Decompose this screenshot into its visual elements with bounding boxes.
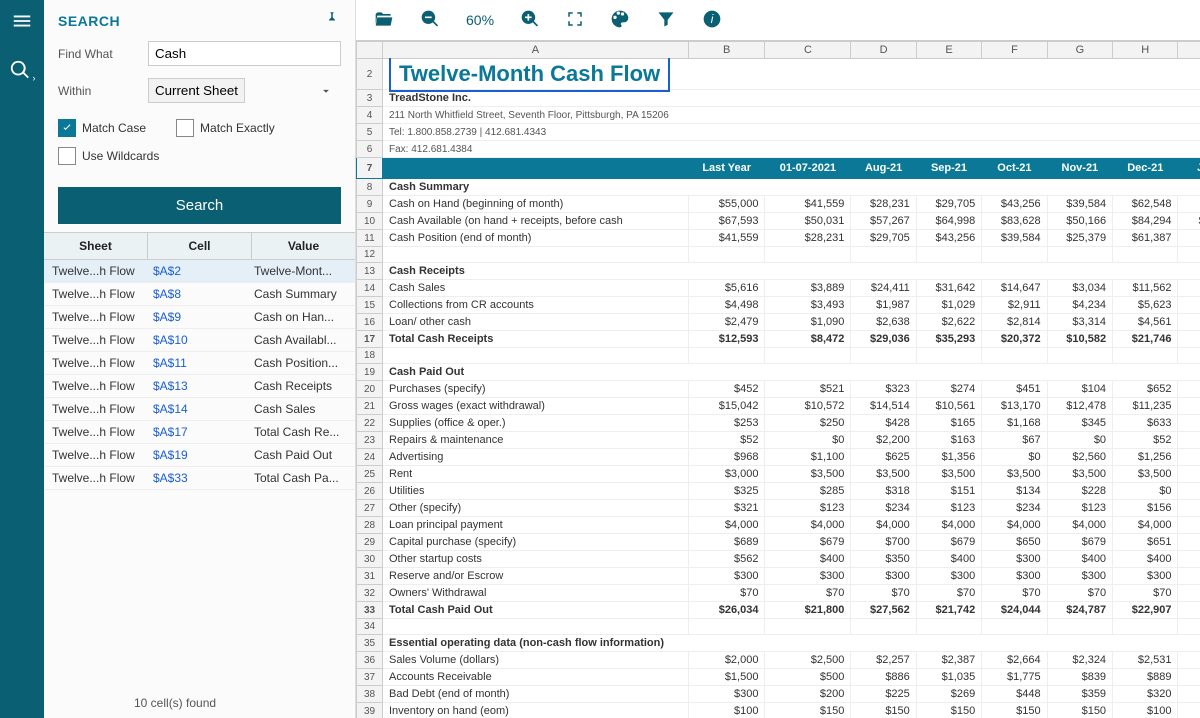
result-row[interactable]: Twelve...h Flow$A$10Cash Availabl... xyxy=(44,329,355,352)
within-select[interactable]: Current Sheet xyxy=(148,78,245,103)
result-row[interactable]: Twelve...h Flow$A$17Total Cash Re... xyxy=(44,421,355,444)
result-row[interactable]: Twelve...h Flow$A$8Cash Summary xyxy=(44,283,355,306)
match-case-check[interactable]: Match Case xyxy=(58,119,146,137)
filter-icon[interactable] xyxy=(656,9,676,32)
results-header: SheetCellValue xyxy=(44,232,355,260)
result-row[interactable]: Twelve...h Flow$A$19Cash Paid Out xyxy=(44,444,355,467)
search-rail-icon[interactable]: › xyxy=(9,59,36,84)
within-label: Within xyxy=(58,84,148,98)
find-what-label: Find What xyxy=(58,47,148,61)
panel-title: SEARCH xyxy=(58,13,120,29)
match-exactly-check[interactable]: Match Exactly xyxy=(176,119,275,137)
open-icon[interactable] xyxy=(374,9,394,32)
zoom-level[interactable]: 60% xyxy=(466,12,494,28)
zoom-in-icon[interactable] xyxy=(520,9,540,32)
result-row[interactable]: Twelve...h Flow$A$33Total Cash Pa... xyxy=(44,467,355,490)
info-icon[interactable]: i xyxy=(702,9,722,32)
status-text: 10 cell(s) found xyxy=(44,688,355,718)
result-row[interactable]: Twelve...h Flow$A$11Cash Position... xyxy=(44,352,355,375)
palette-icon[interactable] xyxy=(610,9,630,32)
result-row[interactable]: Twelve...h Flow$A$13Cash Receipts xyxy=(44,375,355,398)
left-rail: › xyxy=(0,0,44,718)
pin-icon[interactable] xyxy=(323,10,341,31)
chevron-down-icon xyxy=(319,84,333,98)
search-panel: SEARCH Find What Within Current Sheet Ma… xyxy=(44,0,356,718)
result-row[interactable]: Twelve...h Flow$A$9Cash on Han... xyxy=(44,306,355,329)
zoom-out-icon[interactable] xyxy=(420,9,440,32)
results-list: Twelve...h Flow$A$2Twelve-Mont...Twelve.… xyxy=(44,260,355,490)
toolbar: 60% i xyxy=(356,0,1200,40)
result-row[interactable]: Twelve...h Flow$A$2Twelve-Mont... xyxy=(44,260,355,283)
menu-icon[interactable] xyxy=(11,10,33,35)
use-wildcards-check[interactable]: Use Wildcards xyxy=(58,147,341,165)
main-area: 60% i ABCDEFGHIJKLMN2Twelve-Month Cash F… xyxy=(356,0,1200,718)
find-what-input[interactable] xyxy=(148,41,341,66)
search-button[interactable]: Search xyxy=(58,187,341,224)
svg-text:i: i xyxy=(711,13,714,26)
spreadsheet[interactable]: ABCDEFGHIJKLMN2Twelve-Month Cash FlowFi3… xyxy=(356,40,1200,718)
fullscreen-icon[interactable] xyxy=(566,10,584,31)
result-row[interactable]: Twelve...h Flow$A$14Cash Sales xyxy=(44,398,355,421)
